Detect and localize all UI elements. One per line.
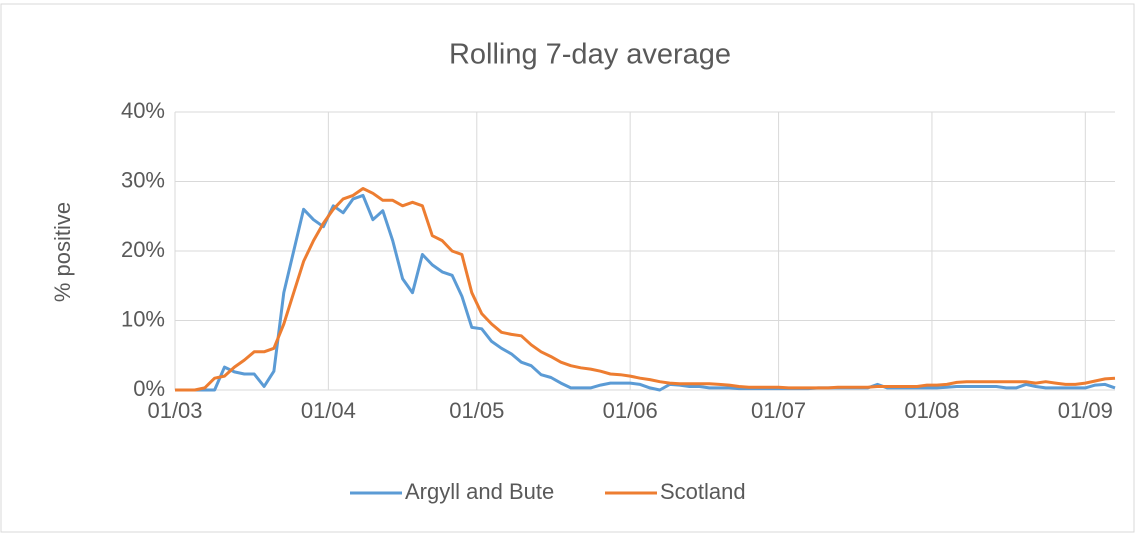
y-tick-label: 0% [133,376,165,401]
series-line [175,187,1116,392]
legend-label: Scotland [660,479,746,504]
y-tick-label: 10% [121,306,165,331]
y-tick-label: 30% [121,167,165,192]
x-tick-label: 01/03 [147,398,202,423]
y-tick-label: 20% [121,237,165,262]
x-tick-label: 01/07 [751,398,806,423]
x-tick-label: 01/04 [301,398,356,423]
y-tick-label: 40% [121,98,165,123]
x-tick-label: 01/06 [603,398,658,423]
y-axis-label: % positive [50,202,75,302]
legend-label: Argyll and Bute [405,479,554,504]
chart-border [0,3,1135,533]
x-tick-label: 01/08 [904,398,959,423]
x-tick-label: 01/05 [449,398,504,423]
chart-title: Rolling 7-day average [449,39,731,71]
x-tick-label: 01/09 [1058,398,1113,423]
